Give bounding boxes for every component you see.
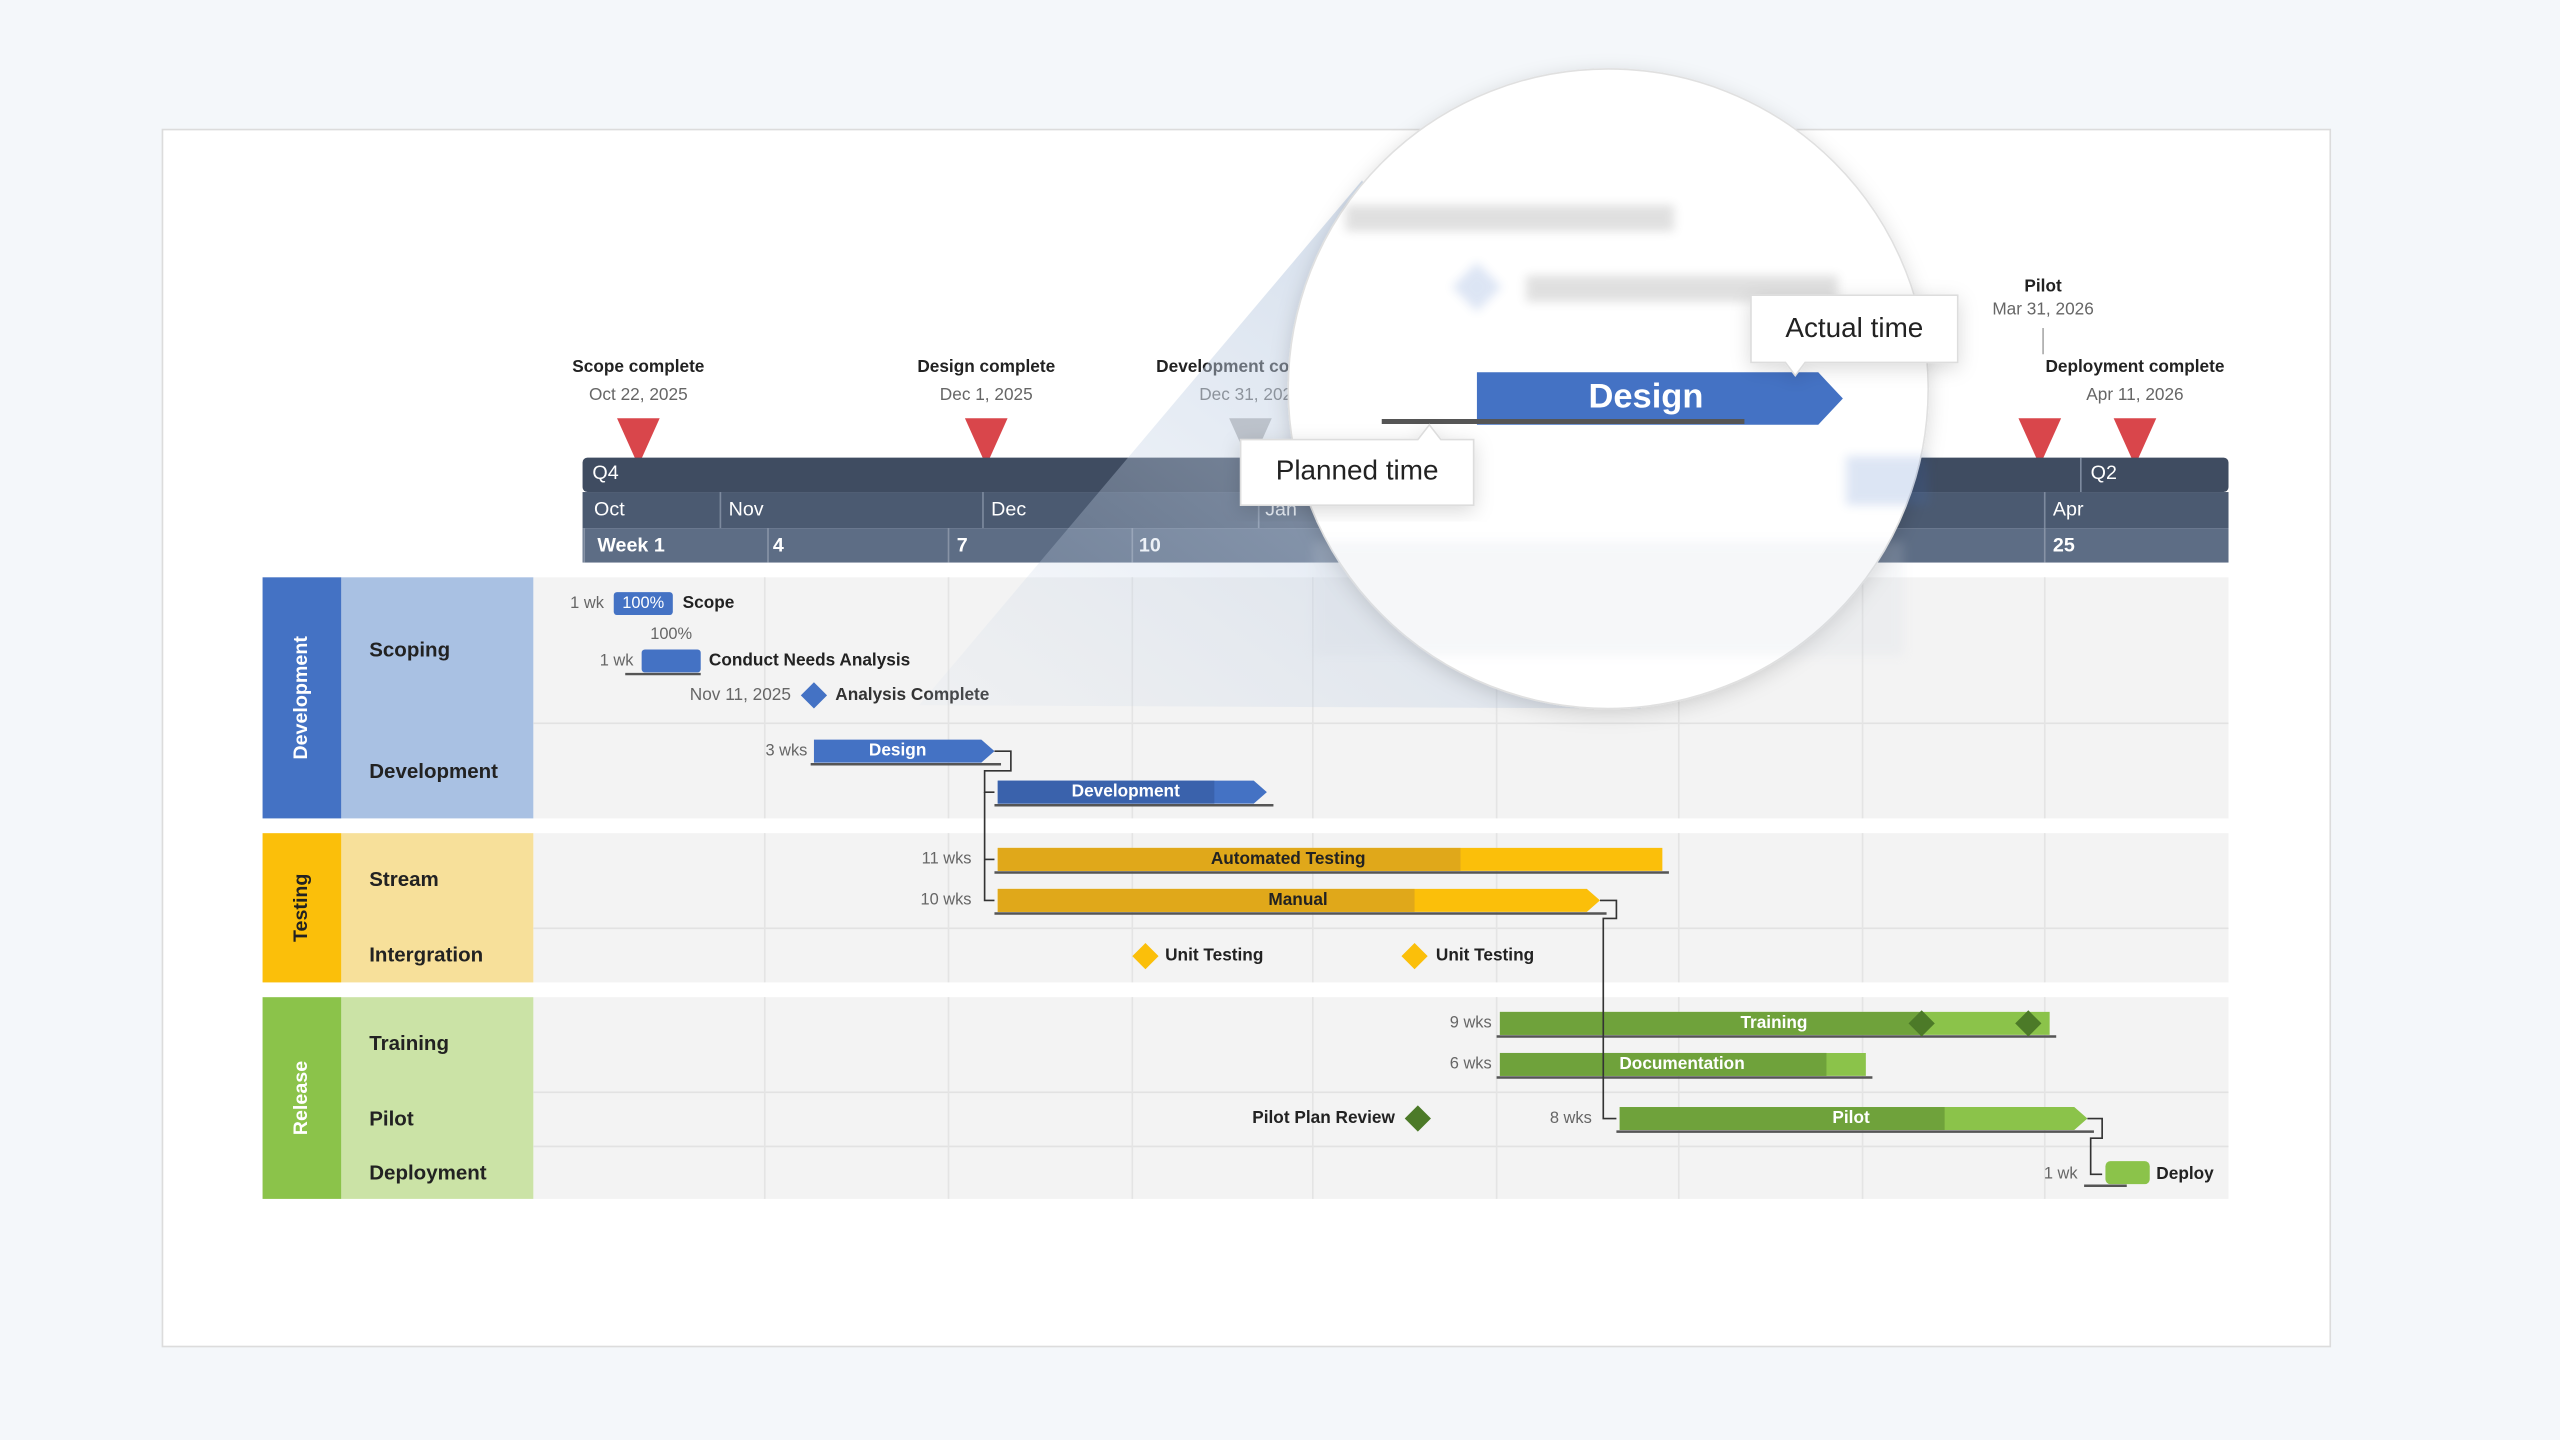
row-label: Training: [369, 1032, 449, 1055]
milestone-date: Oct 22, 2025: [589, 384, 688, 404]
blur-diamond: [1452, 262, 1502, 312]
task-label: Scope: [683, 592, 735, 612]
blur-text: [1345, 205, 1674, 232]
row-label: Intergration: [369, 944, 483, 967]
task-bar: [641, 649, 701, 673]
milestone-date: Dec 1, 2025: [940, 384, 1033, 404]
task-progress: [997, 888, 1415, 912]
row-header: [341, 577, 534, 819]
task-label: Development: [1072, 781, 1180, 801]
blur-row: [1312, 541, 1904, 657]
task-duration: 10 wks: [920, 891, 971, 909]
task-label: Pilot Plan Review: [1252, 1107, 1395, 1127]
lens-design-bar: [1476, 372, 1843, 425]
row-label: Scoping: [369, 639, 450, 662]
task-label: Conduct Needs Analysis: [709, 650, 910, 670]
task-progress: [1499, 1052, 1827, 1076]
task-duration: 6 wks: [1450, 1055, 1492, 1073]
callout-planned-text: Planned time: [1276, 455, 1439, 486]
group-label: Testing: [290, 874, 312, 942]
task-label: Documentation: [1619, 1053, 1744, 1073]
task-bar: [813, 739, 995, 763]
month-label: Oct: [594, 498, 625, 520]
milestone-diamond: [1132, 943, 1159, 970]
task-date: Nov 11, 2025: [690, 684, 791, 704]
quarter-label: Q4: [592, 462, 618, 484]
row-header: [341, 833, 534, 983]
task-duration: 3 wks: [765, 741, 807, 759]
lens-blur: [1312, 205, 1929, 657]
milestone-marker: [2018, 418, 2062, 466]
milestone-title: Pilot: [2024, 276, 2062, 296]
task-label: Manual: [1268, 889, 1327, 909]
week-label: 4: [773, 534, 784, 556]
row-header: [341, 997, 534, 1199]
task-label: Design: [869, 740, 926, 760]
month-label: Nov: [729, 498, 764, 520]
row-label: Pilot: [369, 1108, 414, 1131]
task-label: Unit Testing: [1165, 945, 1263, 965]
group-label: Release: [290, 1061, 312, 1135]
week-label: 7: [957, 534, 968, 556]
task-duration: 1 wk: [2044, 1165, 2079, 1183]
callout-planned: [1239, 423, 1475, 506]
row-label: Deployment: [369, 1162, 487, 1185]
row-label: Development: [369, 760, 498, 783]
dependency: [983, 792, 995, 902]
task-progress: [1619, 1107, 1945, 1131]
milestone-title: Deployment complete: [2045, 356, 2224, 376]
week-label: Week 1: [597, 534, 665, 556]
lens-task-label: Design: [1589, 378, 1704, 416]
milestone-marker: [964, 418, 1008, 466]
callout-actual-text: Actual time: [1785, 312, 1923, 343]
task-label: Deploy: [2156, 1163, 2214, 1183]
milestone-date: Mar 31, 2026: [1992, 299, 2093, 319]
milestone-marker: [617, 418, 660, 466]
milestone-title: Design complete: [917, 356, 1055, 376]
group-header: [262, 577, 342, 819]
milestone-diamond: [1401, 943, 1428, 970]
task-duration: 9 wks: [1450, 1014, 1492, 1032]
group-header: [262, 833, 342, 983]
milestone-marker: [2113, 418, 2157, 466]
dependency: [2087, 1117, 2103, 1176]
group-header: [262, 997, 342, 1199]
dependency: [1600, 899, 1618, 1120]
row-label: Stream: [369, 868, 439, 891]
task-progress: [997, 780, 1215, 804]
group-label: Development: [290, 636, 312, 760]
task-label: Automated Testing: [1211, 848, 1366, 868]
milestone-date: Apr 11, 2026: [2086, 384, 2183, 404]
task-progress: [1499, 1011, 1922, 1035]
month-label: Dec: [991, 498, 1026, 520]
task-bar: [613, 592, 673, 616]
month-label: Apr: [2053, 498, 2084, 520]
task-duration: 1 wk: [600, 651, 635, 669]
week-label: 25: [2053, 534, 2075, 556]
blur-bar: [1846, 455, 1929, 506]
task-duration: 1 wk: [570, 594, 605, 612]
task-label: Pilot: [1832, 1107, 1870, 1127]
task-label: Unit Testing: [1436, 945, 1534, 965]
quarter-label: Q2: [2091, 462, 2117, 484]
callout-actual: [1750, 294, 1959, 377]
task-percent: 100%: [622, 594, 664, 612]
task-duration: 8 wks: [1550, 1109, 1592, 1127]
dependency: [983, 750, 1012, 793]
task-percent: 100%: [650, 625, 692, 643]
task-duration: 11 wks: [922, 850, 972, 868]
task-bar: [2105, 1161, 2150, 1185]
task-label: Training: [1740, 1012, 1807, 1032]
milestone-title: Scope complete: [572, 356, 704, 376]
task-progress: [997, 847, 1461, 871]
